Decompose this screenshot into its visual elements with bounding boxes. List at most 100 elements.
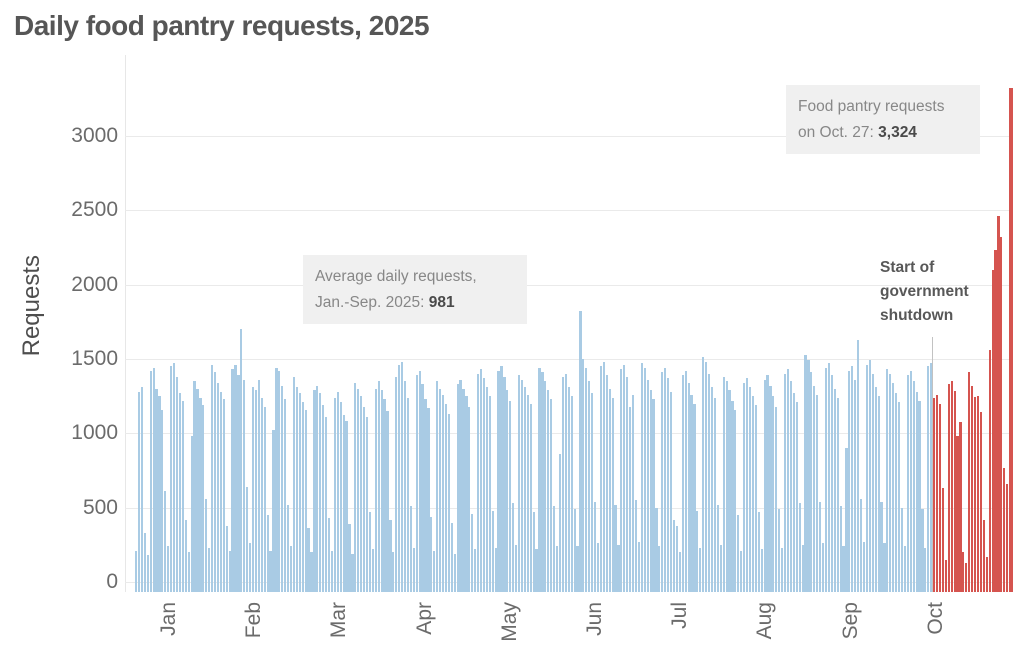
bar-day-210[interactable] xyxy=(745,378,749,592)
bar-day-265[interactable] xyxy=(906,375,909,592)
bar-day-27[interactable] xyxy=(211,364,214,592)
bar-day-163[interactable] xyxy=(608,388,611,592)
bar-day-284[interactable] xyxy=(962,552,965,592)
bar-day-165[interactable] xyxy=(614,504,617,592)
bar-day-211[interactable] xyxy=(748,387,752,592)
bar-day-146[interactable] xyxy=(558,454,562,592)
bar-day-98[interactable] xyxy=(418,370,421,592)
bar-day-58[interactable] xyxy=(301,402,304,592)
bar-day-15[interactable] xyxy=(175,376,179,592)
bar-day-193[interactable] xyxy=(696,510,699,592)
bar-day-38[interactable] xyxy=(243,379,246,592)
bar-day-271[interactable] xyxy=(924,547,927,592)
bar-day-122[interactable] xyxy=(488,396,491,592)
bar-day-166[interactable] xyxy=(617,544,620,592)
bar-day-99[interactable] xyxy=(421,384,424,592)
bar-day-289[interactable] xyxy=(976,396,980,592)
bar-day-293[interactable] xyxy=(988,350,991,592)
bar-day-297[interactable] xyxy=(1000,237,1003,592)
bar-day-56[interactable] xyxy=(295,387,298,592)
bar-day-126[interactable] xyxy=(500,366,503,592)
bar-day-81[interactable] xyxy=(368,512,372,592)
bar-day-280[interactable] xyxy=(950,381,953,592)
bar-day-65[interactable] xyxy=(322,405,325,592)
bar-day-246[interactable] xyxy=(851,366,854,592)
bar-day-272[interactable] xyxy=(927,366,930,592)
bar-day-6[interactable] xyxy=(149,370,152,592)
bar-day-25[interactable] xyxy=(205,498,208,592)
bar-day-236[interactable] xyxy=(821,543,825,592)
bar-day-30[interactable] xyxy=(219,391,222,592)
bar-day-263[interactable] xyxy=(900,507,904,592)
bar-day-226[interactable] xyxy=(792,393,795,592)
bar-day-239[interactable] xyxy=(830,375,833,592)
bar-day-194[interactable] xyxy=(699,547,702,592)
bar-day-48[interactable] xyxy=(272,430,275,592)
bar-day-207[interactable] xyxy=(737,515,740,592)
bar-day-155[interactable] xyxy=(585,367,588,592)
bar-day-148[interactable] xyxy=(564,373,567,592)
bar-day-72[interactable] xyxy=(342,415,345,592)
bar-day-63[interactable] xyxy=(316,385,319,592)
bar-day-76[interactable] xyxy=(354,382,357,592)
bar-day-82[interactable] xyxy=(371,549,374,592)
bar-day-130[interactable] xyxy=(512,503,515,592)
bar-day-222[interactable] xyxy=(781,547,784,592)
bar-day-142[interactable] xyxy=(547,390,550,592)
bar-day-217[interactable] xyxy=(766,375,769,592)
bar-day-268[interactable] xyxy=(915,391,918,592)
bar-day-225[interactable] xyxy=(789,381,792,592)
bar-day-66[interactable] xyxy=(325,416,328,592)
bar-day-151[interactable] xyxy=(573,509,576,592)
bar-day-45[interactable] xyxy=(263,406,266,592)
bar-day-138[interactable] xyxy=(535,549,538,592)
bar-day-170[interactable] xyxy=(629,406,632,592)
bar-day-158[interactable] xyxy=(593,501,597,592)
bar-day-244[interactable] xyxy=(845,448,848,592)
bar-day-59[interactable] xyxy=(304,409,307,592)
bar-day-33[interactable] xyxy=(228,550,231,592)
bar-day-55[interactable] xyxy=(292,376,296,592)
bar-day-12[interactable] xyxy=(167,546,170,592)
bar-day-249[interactable] xyxy=(859,498,863,592)
bar-day-57[interactable] xyxy=(298,393,301,592)
bar-day-177[interactable] xyxy=(649,390,652,592)
bar-day-95[interactable] xyxy=(409,506,412,592)
bar-day-259[interactable] xyxy=(889,373,892,592)
bar-day-128[interactable] xyxy=(506,390,509,592)
bar-day-88[interactable] xyxy=(389,519,392,592)
bar-day-233[interactable] xyxy=(813,385,816,592)
bar-day-238[interactable] xyxy=(827,363,831,592)
bar-day-105[interactable] xyxy=(439,388,442,592)
bar-day-154[interactable] xyxy=(582,358,585,592)
bar-day-298[interactable] xyxy=(1003,467,1006,592)
bar-day-62[interactable] xyxy=(313,390,316,592)
bar-day-257[interactable] xyxy=(883,543,886,592)
bar-day-262[interactable] xyxy=(897,402,901,592)
bar-day-251[interactable] xyxy=(865,364,869,592)
bar-day-67[interactable] xyxy=(327,518,331,592)
bar-day-10[interactable] xyxy=(161,409,164,592)
bar-day-228[interactable] xyxy=(798,503,801,592)
bar-day-212[interactable] xyxy=(751,396,754,592)
bar-day-43[interactable] xyxy=(257,379,260,592)
bar-day-294[interactable] xyxy=(991,269,994,592)
bar-day-191[interactable] xyxy=(690,394,693,592)
bar-day-93[interactable] xyxy=(403,381,407,592)
bar-day-162[interactable] xyxy=(605,375,608,592)
bar-day-299[interactable] xyxy=(1006,483,1009,592)
bar-day-13[interactable] xyxy=(170,366,173,592)
bar-day-84[interactable] xyxy=(377,381,380,592)
bar-day-150[interactable] xyxy=(570,396,573,592)
bar-day-180[interactable] xyxy=(658,546,661,592)
bar-day-205[interactable] xyxy=(731,400,734,592)
bar-day-248[interactable] xyxy=(857,339,860,592)
bar-day-229[interactable] xyxy=(801,544,804,592)
bar-day-182[interactable] xyxy=(664,367,667,592)
bar-day-290[interactable] xyxy=(979,412,983,592)
bar-day-183[interactable] xyxy=(667,378,670,592)
bar-day-125[interactable] xyxy=(497,370,500,592)
bar-day-118[interactable] xyxy=(477,373,480,592)
bar-day-227[interactable] xyxy=(795,402,798,592)
bar-day-157[interactable] xyxy=(591,393,594,592)
